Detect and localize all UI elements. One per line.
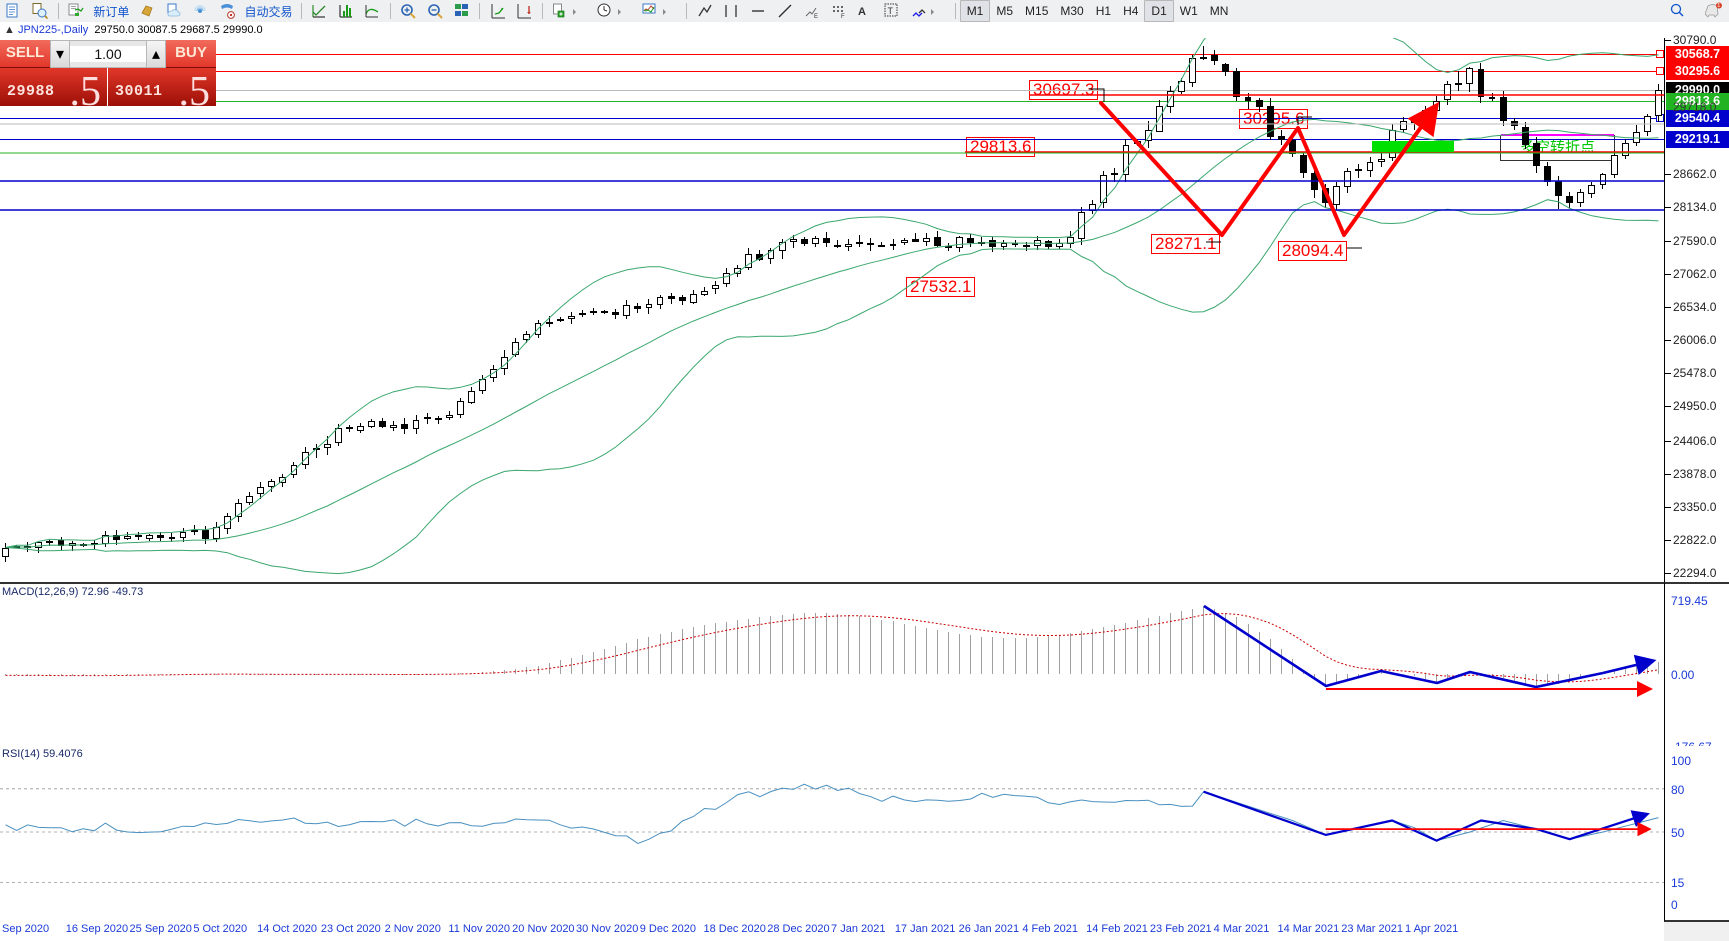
svg-text:E: E: [814, 14, 818, 20]
svg-text:F: F: [841, 14, 845, 20]
svg-text:T: T: [888, 6, 894, 16]
svg-text:1: 1: [1717, 3, 1720, 9]
svg-text:A: A: [858, 6, 866, 18]
